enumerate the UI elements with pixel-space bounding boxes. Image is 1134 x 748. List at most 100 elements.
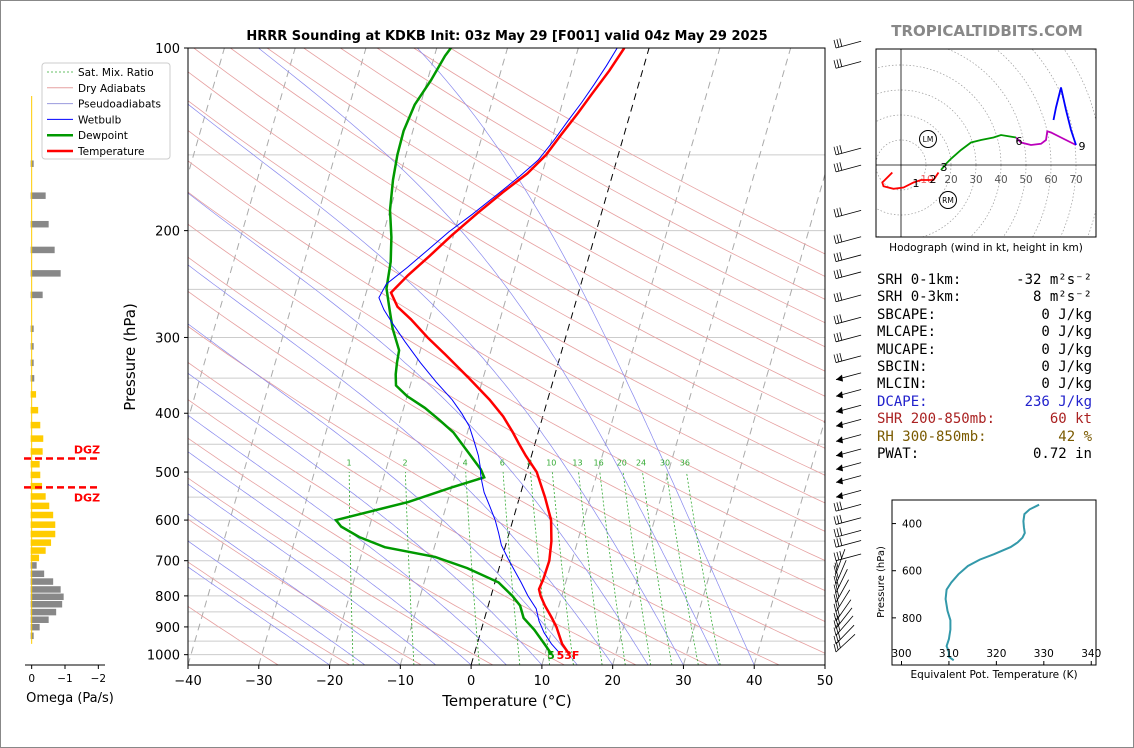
- dry-adiabat: [188, 100, 825, 476]
- barb-feather: [833, 565, 837, 574]
- wind-barb: [835, 448, 862, 458]
- index-value: -32 m²s⁻²: [1016, 272, 1092, 288]
- dry-adiabat: [303, 48, 825, 348]
- barb-feather: [833, 612, 837, 622]
- barb-feather: [836, 59, 840, 68]
- barb-flag: [836, 374, 843, 382]
- barb-staff: [835, 553, 862, 562]
- mixing-ratio-label: 13: [572, 458, 582, 467]
- barb-staff: [835, 589, 851, 613]
- theta-e-x-tick-label: 310: [939, 648, 959, 660]
- x-tick-label: 50: [817, 674, 834, 689]
- omega-bar: [30, 406, 39, 414]
- series-dewpoint: [333, 48, 553, 656]
- dgz-label: DGZ: [74, 444, 100, 457]
- index-label: DCAPE:: [877, 393, 928, 410]
- x-tick-label: 30: [675, 674, 692, 689]
- mixing-ratio-label: 16: [594, 458, 604, 467]
- y-tick-label: 600: [155, 514, 180, 529]
- storm-motion-label: RM: [942, 196, 954, 205]
- pseudoadiabat: [188, 103, 684, 665]
- storm-motion-marker: [919, 130, 937, 148]
- pseudoadiabat: [188, 372, 543, 665]
- barb-staff: [835, 61, 862, 69]
- barb-feather: [833, 603, 837, 612]
- y-tick-label: 1000: [147, 649, 180, 664]
- barb-feather: [837, 615, 841, 624]
- barb-feather: [835, 625, 839, 634]
- y-tick-label: 800: [155, 590, 180, 605]
- axis-ticks: −40 −30 −20 −10 0 10 20 30 40 50 100 200 300 400 500 60…: [147, 42, 833, 689]
- barb-feather: [833, 643, 837, 653]
- wind-barb: [833, 252, 862, 263]
- barb-feather: [833, 39, 837, 49]
- mixing-ratio-line: [551, 471, 574, 665]
- wind-barb: [833, 233, 862, 244]
- wind-barb: [833, 58, 862, 69]
- barb-feather: [839, 269, 843, 278]
- wind-barb: [835, 372, 862, 382]
- barb-feather: [833, 163, 837, 172]
- barb-feather: [833, 503, 837, 512]
- mixing-ratio-label: 2: [403, 458, 408, 467]
- mixing-ratio-line: [686, 471, 721, 665]
- pseudoadiabat: [188, 483, 436, 665]
- dry-adiabat: [188, 71, 825, 449]
- x-tick-label: −20: [316, 674, 343, 689]
- barb-feather: [836, 353, 840, 362]
- barb-feather: [833, 635, 837, 645]
- barb-staff: [835, 529, 862, 538]
- barb-feather: [839, 332, 843, 341]
- barb-staff: [835, 271, 862, 280]
- barb-staff: [835, 548, 846, 574]
- legend: Sat. Mix. Ratio Dry Adiabats Pseudoadiabat…: [41, 62, 171, 160]
- wind-barbs: [833, 38, 862, 653]
- barb-feather: [836, 538, 840, 547]
- omega-x-tick-label: 0: [28, 673, 35, 685]
- wind-barb: [833, 501, 862, 512]
- dry-adiabat: [188, 605, 279, 665]
- hodo-ring-label: 20: [944, 174, 957, 186]
- plot-frame: [187, 47, 826, 666]
- omega-x-tick-label: −2: [91, 673, 106, 685]
- theta-e-frame: [891, 499, 1097, 666]
- barb-staff: [835, 615, 854, 636]
- index-value: 0.72 in: [1032, 445, 1092, 462]
- barb-feather: [833, 584, 837, 593]
- profile-lines: [333, 48, 626, 656]
- barb-staff: [835, 579, 849, 603]
- index-value: 0 J/kg: [1041, 358, 1092, 375]
- omega-xlabel: Omega (Pa/s): [26, 691, 114, 706]
- x-tick-label: −10: [387, 674, 414, 689]
- barb-staff: [835, 540, 862, 548]
- barb-staff: [835, 209, 862, 218]
- omega-bar: [30, 547, 46, 554]
- wind-barb: [833, 292, 862, 303]
- index-value: 0 J/kg: [1041, 376, 1092, 393]
- barb-feather: [839, 537, 843, 546]
- omega-bar: [30, 530, 56, 538]
- y-tick-label: 100: [155, 42, 180, 57]
- mixing-ratio-line: [642, 471, 673, 665]
- omega-bar: [30, 421, 41, 429]
- barb-feather: [835, 641, 839, 651]
- barb-feather: [833, 516, 837, 525]
- barb-feather: [835, 591, 838, 600]
- barb-feather: [835, 570, 839, 579]
- mixing-ratio-line: [622, 471, 652, 665]
- barb-feather: [833, 627, 837, 636]
- omega-bar: [30, 539, 52, 546]
- omega-bar: [30, 593, 64, 601]
- barb-staff: [835, 355, 862, 363]
- hodo-ring-label: 30: [969, 174, 982, 186]
- isotherm: [258, 48, 438, 665]
- wind-barb: [833, 633, 856, 653]
- x-tick-label: 10: [534, 674, 551, 689]
- height-label: 1: [913, 177, 920, 190]
- barb-feather: [836, 269, 840, 278]
- barb-feather: [839, 527, 843, 536]
- barb-feather: [834, 581, 838, 590]
- dry-adiabat: [188, 518, 422, 665]
